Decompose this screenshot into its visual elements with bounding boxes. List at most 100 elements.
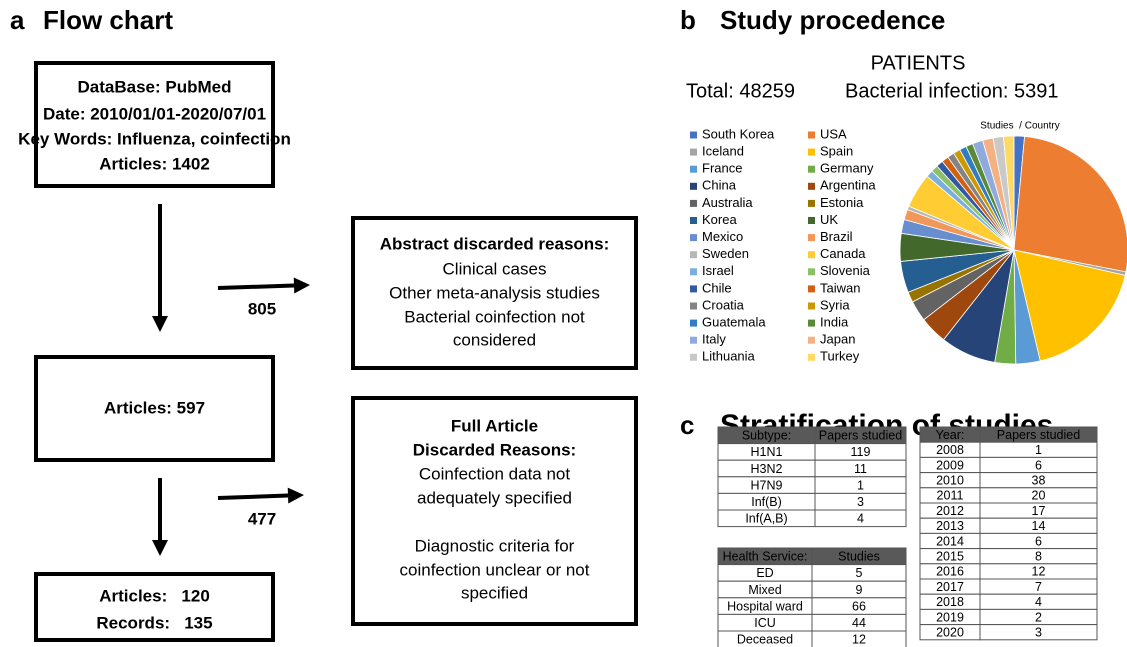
table-text: 1 [1035, 443, 1042, 457]
table-header: Studies [838, 550, 880, 564]
flow-box [351, 396, 638, 626]
legend-marker [690, 217, 697, 224]
table-text: 2018 [936, 595, 964, 609]
legend-marker [690, 199, 697, 207]
arrow [217, 493, 289, 500]
table-text: 7 [1035, 580, 1042, 594]
panel-title: Flow chart [43, 5, 173, 35]
flow-text: adequately specified [417, 488, 572, 507]
legend-marker [808, 199, 815, 207]
legend-marker [808, 336, 815, 344]
table-text: 1 [857, 478, 864, 492]
table-text: 14 [1032, 519, 1046, 533]
legend-label: Japan [820, 332, 855, 347]
flow-box [351, 216, 638, 370]
table-text: 2011 [937, 489, 964, 503]
legend-label: South Korea [702, 126, 775, 141]
flow-text: Articles: 120 [99, 586, 210, 605]
table-cell [814, 509, 907, 528]
legend-marker [690, 182, 697, 190]
legend-marker [808, 285, 815, 293]
table-text: Inf(B) [751, 495, 782, 509]
legend-label: Australia [702, 195, 753, 210]
flow-text: Diagnostic criteria for [415, 536, 575, 555]
flow-text: Articles: 597 [104, 398, 205, 417]
table-cell [811, 630, 907, 647]
legend-label: Argentina [820, 178, 876, 193]
legend-marker [808, 234, 815, 242]
pie-title: Studies / Country [980, 121, 1059, 132]
table-text: 66 [852, 599, 866, 613]
legend-label: India [820, 315, 849, 330]
legend-marker [808, 165, 815, 173]
table-text: 44 [852, 616, 866, 630]
legend-label: Chile [702, 280, 732, 295]
flow-text: Full Article [451, 416, 538, 435]
legend-marker [690, 285, 697, 293]
table-text: 12 [1032, 565, 1046, 579]
table-text: Deceased [737, 633, 793, 647]
table-text: 3 [857, 495, 864, 509]
panel-letter: b [680, 5, 696, 35]
flow-text: coinfection unclear or not [400, 560, 590, 579]
flow-text: Other meta-analysis studies [389, 283, 600, 302]
patients-heading: PATIENTS [871, 52, 966, 74]
legend-marker [690, 251, 697, 259]
table-header: Papers studied [997, 428, 1080, 442]
legend-marker [808, 251, 815, 259]
flow-text: DataBase: PubMed [78, 77, 232, 96]
table-text: 2017 [936, 580, 964, 594]
table-text: 38 [1032, 473, 1046, 487]
table-text: 17 [1032, 504, 1046, 518]
legend-label: Italy [702, 332, 726, 347]
patients-bacterial: Bacterial infection: 5391 [845, 80, 1058, 102]
flow-text: Clinical cases [443, 259, 547, 278]
table-text: 12 [852, 633, 866, 647]
legend-label: Canada [820, 246, 866, 261]
arrow-head [152, 316, 168, 332]
legend-marker [808, 319, 815, 327]
flow-text: Date: 2010/01/01-2020/07/01 [43, 104, 266, 123]
table-text: H1N1 [751, 445, 783, 459]
legend-label: Iceland [702, 144, 744, 159]
table-text: 2019 [936, 610, 964, 624]
table-text: 20 [1032, 489, 1046, 503]
flow-text: Articles: 1402 [99, 154, 210, 173]
arrow-head [152, 540, 168, 556]
legend-marker [808, 353, 815, 361]
table-header: Health Service: [723, 550, 808, 564]
legend-marker [690, 353, 697, 361]
legend-marker [690, 319, 697, 327]
legend-label: Sweden [702, 246, 749, 261]
arrow-head [287, 487, 304, 504]
legend-label: Guatemala [702, 315, 766, 330]
flow-text: Abstract discarded reasons: [380, 234, 610, 253]
flow-text: Bacterial coinfection not [404, 307, 585, 326]
table-header: Year: [936, 428, 965, 442]
legend-label: France [702, 161, 742, 176]
table-text: ICU [754, 616, 776, 630]
table-text: 2015 [936, 549, 964, 563]
legend-label: Syria [820, 297, 850, 312]
legend-label: UK [820, 212, 838, 227]
legend-label: Germany [820, 161, 874, 176]
flow-text: Discarded Reasons: [413, 440, 576, 459]
flow-box [34, 572, 275, 642]
flow-text: Key Words: Influenza, coinfection [18, 129, 291, 148]
pie-slice [1013, 136, 1127, 273]
panel-letter: a [10, 5, 25, 35]
legend-label: USA [820, 126, 847, 141]
table-text: 2016 [936, 565, 964, 579]
legend-label: Lithuania [702, 349, 756, 364]
flow-box [34, 355, 275, 462]
legend-marker [690, 131, 697, 139]
legend-label: Israel [702, 263, 734, 278]
legend-marker [690, 302, 697, 310]
table-text: 9 [856, 583, 863, 597]
table-text: 4 [1035, 595, 1042, 609]
legend-marker [690, 234, 697, 242]
legend-marker [690, 148, 697, 156]
table-cell [979, 624, 1098, 641]
legend-marker [808, 148, 815, 156]
